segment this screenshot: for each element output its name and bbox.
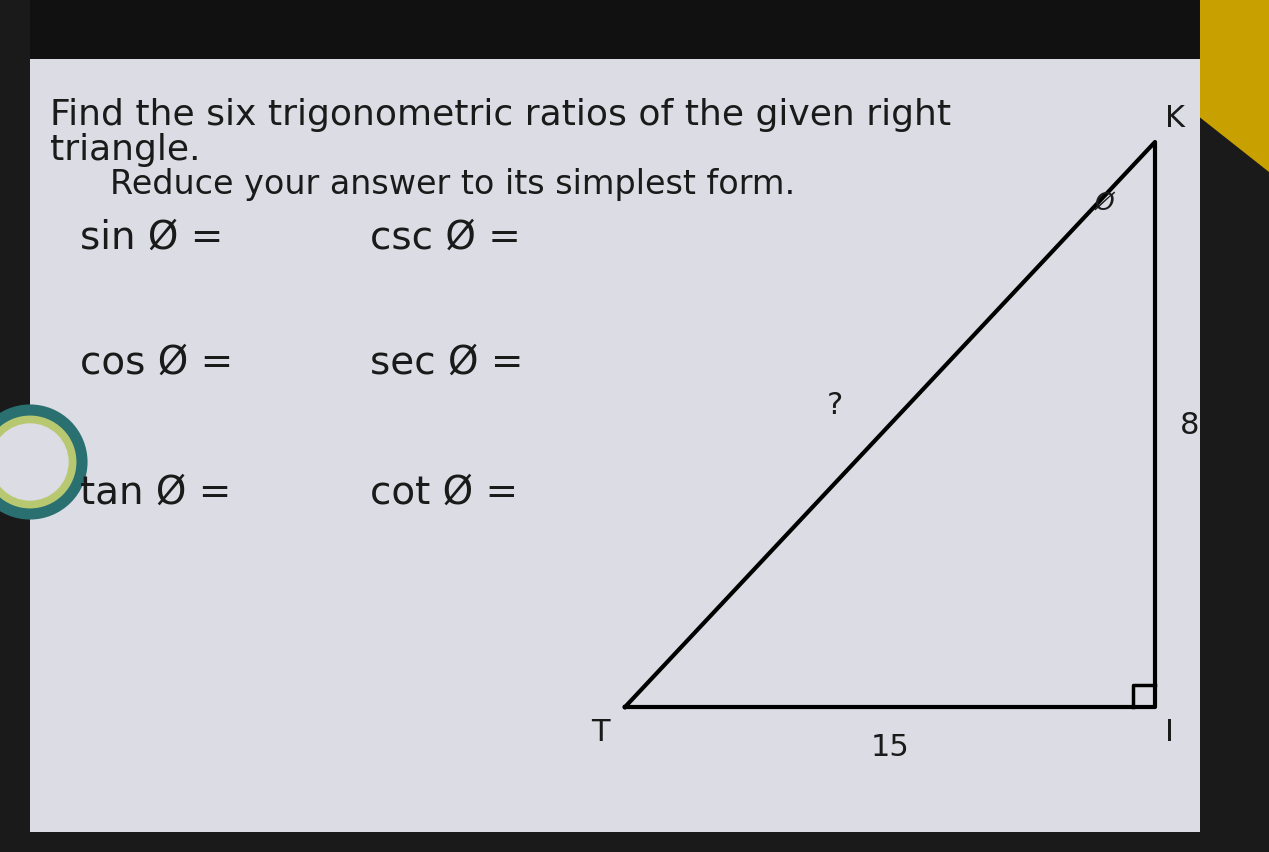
Polygon shape bbox=[1049, 0, 1269, 173]
Text: cos Ø =: cos Ø = bbox=[80, 343, 233, 382]
Text: 15: 15 bbox=[871, 732, 910, 761]
Polygon shape bbox=[30, 0, 1200, 133]
Text: 8: 8 bbox=[1180, 411, 1199, 440]
Text: Reduce your answer to its simplest form.: Reduce your answer to its simplest form. bbox=[110, 168, 796, 201]
Text: Ø: Ø bbox=[1095, 191, 1114, 215]
Text: K: K bbox=[1165, 104, 1185, 133]
Text: cot Ø =: cot Ø = bbox=[371, 474, 518, 511]
Text: sec Ø =: sec Ø = bbox=[371, 343, 524, 382]
Text: sin Ø =: sin Ø = bbox=[80, 219, 223, 256]
Text: I: I bbox=[1165, 717, 1174, 746]
Text: T: T bbox=[591, 717, 610, 746]
Polygon shape bbox=[30, 60, 1200, 133]
Text: triangle.: triangle. bbox=[49, 133, 201, 167]
Text: ?: ? bbox=[827, 390, 843, 419]
Text: Find the six trigonometric ratios of the given right: Find the six trigonometric ratios of the… bbox=[49, 98, 952, 132]
Text: csc Ø =: csc Ø = bbox=[371, 219, 520, 256]
Circle shape bbox=[0, 424, 69, 500]
Circle shape bbox=[0, 407, 85, 517]
Text: tan Ø =: tan Ø = bbox=[80, 474, 231, 511]
